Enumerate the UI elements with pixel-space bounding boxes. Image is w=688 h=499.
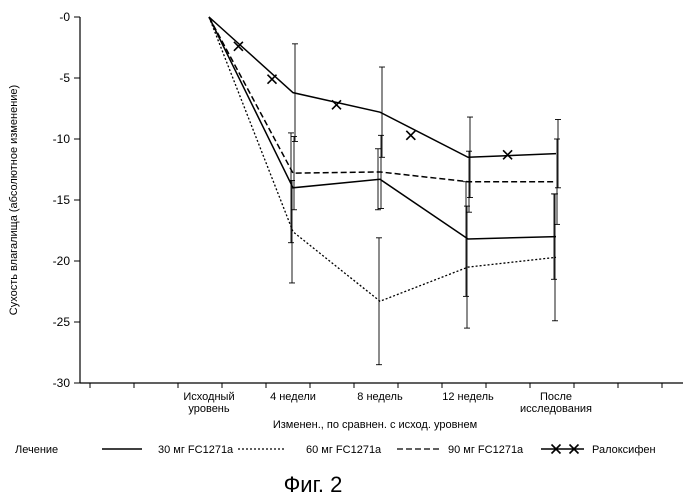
x-axis-label: Изменен., по сравнен. с исход. уровнем [273, 419, 477, 431]
y-tick-label: -30 [53, 376, 71, 390]
x-tick-label: После [540, 391, 572, 403]
legend-label-60mg: 60 мг FC1271a [306, 444, 382, 456]
legend-label-90mg: 90 мг FC1271a [448, 444, 524, 456]
figure-caption: Фиг. 2 [284, 472, 343, 497]
y-tick-label: -25 [53, 315, 71, 329]
raloxifene-point [406, 131, 415, 140]
axes [74, 17, 683, 388]
x-tick-label: 4 недели [270, 391, 316, 403]
legend-label-30mg: 30 мг FC1271a [158, 444, 234, 456]
legend: Лечение 30 мг FC1271a 60 мг FC1271a 90 м… [15, 444, 656, 456]
legend-label-raloxifene: Ралоксифен [592, 444, 656, 456]
y-tick-label: -0 [59, 10, 70, 24]
series-line-raloxifene [209, 17, 556, 157]
x-tick-label: Исходный [183, 391, 234, 403]
y-tick-label: -20 [53, 254, 71, 268]
y-tick-labels: -0 -5 -10 -15 -20 -25 -30 [53, 10, 71, 390]
y-tick-label: -15 [53, 193, 71, 207]
y-tick-label: -5 [59, 71, 70, 85]
legend-title: Лечение [15, 444, 58, 456]
x-tick-label: исследования [520, 403, 592, 415]
x-tick-labels: Исходныйуровень 4 недели 8 недель 12 недель… [183, 391, 592, 415]
y-axis-label: Сухость влагалища (абсолютное изменение) [8, 85, 20, 315]
raloxifene-point [268, 75, 277, 84]
x-tick-label: 8 недель [357, 391, 403, 403]
y-tick-label: -10 [53, 132, 71, 146]
x-tick-label: 12 недель [442, 391, 494, 403]
x-tick-label: уровень [188, 403, 230, 415]
error-bars [288, 44, 561, 365]
series-line-30mg [209, 17, 556, 239]
